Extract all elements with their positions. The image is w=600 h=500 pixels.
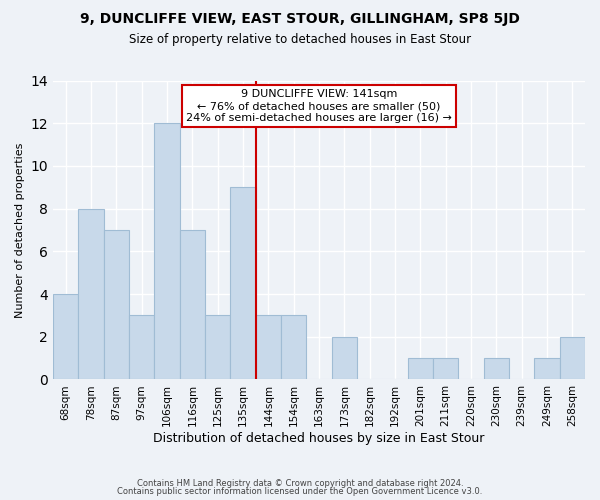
Bar <box>332 337 357 380</box>
Bar <box>129 316 154 380</box>
X-axis label: Distribution of detached houses by size in East Stour: Distribution of detached houses by size … <box>154 432 485 445</box>
Bar <box>433 358 458 380</box>
Bar <box>104 230 129 380</box>
Text: 9, DUNCLIFFE VIEW, EAST STOUR, GILLINGHAM, SP8 5JD: 9, DUNCLIFFE VIEW, EAST STOUR, GILLINGHA… <box>80 12 520 26</box>
Bar <box>281 316 307 380</box>
Bar <box>79 208 104 380</box>
Bar <box>256 316 281 380</box>
Bar <box>484 358 509 380</box>
Bar <box>230 188 256 380</box>
Bar <box>53 294 79 380</box>
Text: Contains public sector information licensed under the Open Government Licence v3: Contains public sector information licen… <box>118 487 482 496</box>
Text: 9 DUNCLIFFE VIEW: 141sqm
← 76% of detached houses are smaller (50)
24% of semi-d: 9 DUNCLIFFE VIEW: 141sqm ← 76% of detach… <box>186 90 452 122</box>
Bar <box>179 230 205 380</box>
Text: Contains HM Land Registry data © Crown copyright and database right 2024.: Contains HM Land Registry data © Crown c… <box>137 478 463 488</box>
Bar <box>205 316 230 380</box>
Bar <box>154 123 179 380</box>
Bar <box>535 358 560 380</box>
Y-axis label: Number of detached properties: Number of detached properties <box>15 142 25 318</box>
Bar <box>560 337 585 380</box>
Text: Size of property relative to detached houses in East Stour: Size of property relative to detached ho… <box>129 32 471 46</box>
Bar <box>407 358 433 380</box>
